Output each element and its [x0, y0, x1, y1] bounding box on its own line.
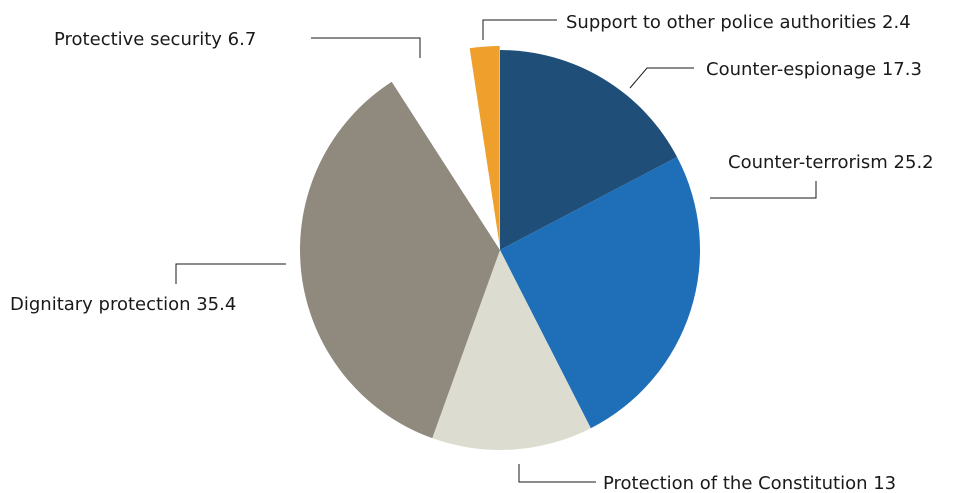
label-counter-espionage: Counter-espionage 17.3 — [706, 59, 922, 80]
pie-slice-protective-security — [391, 52, 500, 250]
leader-lines — [175, 19, 817, 483]
pie-slice-dignitary-protection — [299, 81, 500, 439]
label-counter-terrorism: Counter-terrorism 25.2 — [728, 152, 934, 173]
pie-slice-counter-terrorism — [500, 156, 701, 429]
pie-slice-support-to-other-police-authorities — [469, 46, 500, 247]
leader-line-protective-security — [311, 37, 421, 58]
label-protective-security: Protective security 6.7 — [54, 29, 256, 50]
pie-slices — [299, 46, 701, 451]
leader-line-dignitary-protection — [175, 263, 286, 284]
label-support-to-other-police-authorities: Support to other police authorities 2.4 — [566, 12, 911, 33]
label-dignitary-protection: Dignitary protection 35.4 — [10, 294, 236, 315]
leader-line-counter-espionage — [629, 67, 694, 89]
pie-slice-protection-of-the-constitution — [432, 250, 591, 451]
pie-slice-counter-espionage — [500, 50, 678, 250]
leader-line-counter-terrorism — [710, 181, 817, 199]
leader-line-protection-of-the-constitution — [518, 464, 596, 483]
label-protection-of-the-constitution: Protection of the Constitution 13 — [603, 473, 896, 493]
slice-labels: Counter-espionage 17.3 Counter-terrorism… — [10, 12, 934, 493]
leader-line-support-to-other-police-authorities — [482, 19, 557, 40]
